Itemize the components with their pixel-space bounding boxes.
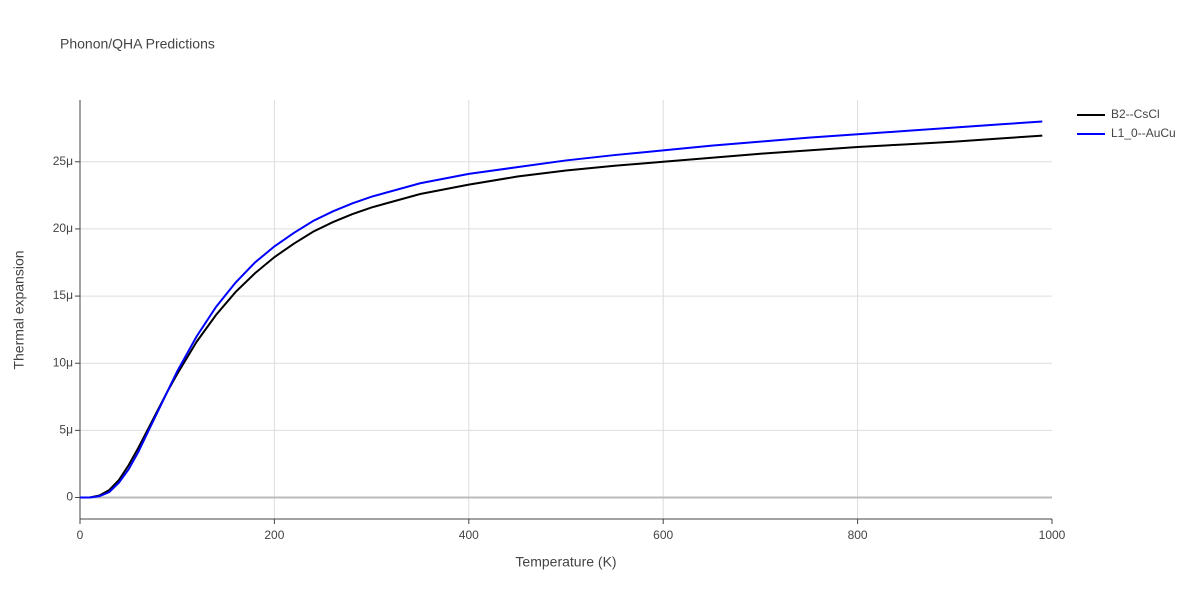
x-tick-label: 600 (653, 528, 673, 542)
x-tick-label: 1000 (1039, 528, 1066, 542)
x-tick-label: 800 (848, 528, 868, 542)
x-tick-label: 0 (77, 528, 84, 542)
y-tick-label: 20μ (53, 221, 73, 235)
y-tick-label: 5μ (59, 423, 73, 437)
y-tick-label: 0 (66, 490, 73, 504)
grid: 0 200 400 600 800 1000 0 5μ 10μ 15μ 20μ 25μ (53, 100, 1066, 542)
legend: B2--CsCl L1_0--AuCu (1077, 107, 1176, 140)
series-line (80, 134, 1043, 499)
x-tick-label: 400 (459, 528, 479, 542)
y-axis-label: Thermal expansion (11, 250, 27, 369)
y-tick-label: 10μ (53, 355, 73, 369)
plot (80, 120, 1043, 499)
chart-title: Phonon/QHA Predictions (60, 36, 215, 52)
y-tick-label: 15μ (53, 288, 73, 302)
y-tick-label: 25μ (53, 154, 73, 168)
x-axis-label: Temperature (K) (515, 554, 616, 570)
legend-label: L1_0--AuCu (1111, 126, 1176, 140)
series-line (80, 120, 1043, 499)
x-tick-label: 200 (264, 528, 284, 542)
legend-label: B2--CsCl (1111, 107, 1160, 121)
